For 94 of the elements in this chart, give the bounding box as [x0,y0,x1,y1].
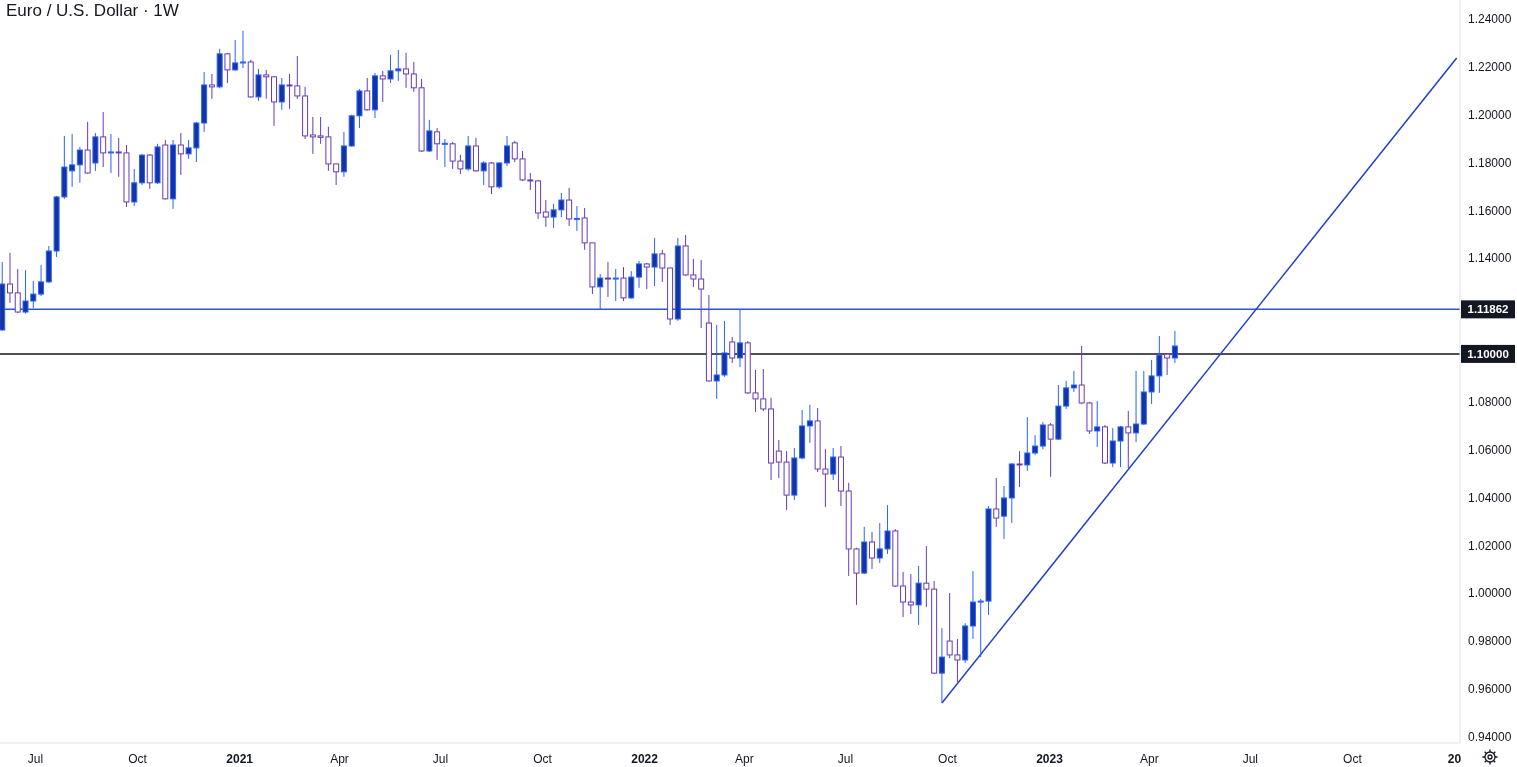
candlestick [224,52,231,84]
candlestick [566,187,573,227]
candlestick [729,336,736,364]
y-tick-label: 0.98000 [1468,634,1512,649]
candlestick [1039,421,1046,450]
candlestick [542,199,549,228]
candlestick [403,52,410,89]
candlestick [993,477,1000,528]
x-tick-label: Apr [1140,752,1159,766]
candlestick [69,133,76,188]
candlestick [604,261,611,298]
y-tick-label: 1.08000 [1468,395,1512,410]
candlestick [239,30,246,69]
candlestick [1133,370,1140,443]
x-tick-label: Oct [938,752,958,766]
candlestick [915,565,922,626]
candlestick [659,249,666,283]
x-tick-label: 2022 [631,752,659,766]
candlestick [1016,450,1023,488]
candlestick [969,570,976,640]
y-tick-label: 1.02000 [1468,538,1512,553]
x-tick-label: Jul [27,752,44,766]
candlestick [1094,400,1101,448]
candlestick [496,161,503,190]
candlestick [379,70,386,103]
candlestick [643,262,650,290]
candlestick [938,627,945,704]
candlestick [1047,422,1054,478]
candlestick [597,273,604,310]
y-tick-label: 1.18000 [1468,155,1512,170]
candlestick [504,135,511,167]
candlestick [426,119,433,153]
candlestick [14,268,21,314]
candlestick [736,308,743,368]
candlestick [900,571,907,618]
x-tick-label: Jul [432,752,449,766]
candlestick [38,264,45,297]
y-tick-label: 1.14000 [1468,251,1512,266]
candlestick [1001,485,1008,540]
candlestick [131,168,138,207]
x-tick-label: 2023 [1036,752,1064,766]
x-tick-label: Apr [330,752,349,766]
candlestick [263,69,270,100]
x-tick-label: Jul [837,752,854,766]
candlestick [107,133,114,174]
y-tick-label: 0.94000 [1468,730,1512,745]
y-tick-label: 1.22000 [1468,60,1512,75]
x-tick-label: Oct [533,752,553,766]
y-tick-label: 1.04000 [1468,490,1512,505]
candlestick [84,121,91,175]
candlestick [907,573,914,615]
candlestick [255,68,262,102]
candlestick [177,132,184,176]
candlestick [364,77,371,112]
candlestick [620,266,627,302]
y-tick-label: 1.20000 [1468,107,1512,122]
x-tick-label: 20 [1447,752,1462,766]
candlestick [434,127,441,161]
y-tick-label: 1.24000 [1468,12,1512,27]
ref-line-label: 1.10000 [1467,347,1509,360]
candlestick [1125,410,1132,469]
candlestick [628,270,635,300]
candlestick [1032,434,1039,456]
x-tick-label: Oct [1343,752,1363,766]
y-tick-label: 1.16000 [1468,203,1512,218]
candlestick [100,111,107,168]
candlestick [1171,330,1178,364]
chart-title: Euro / U.S. Dollar · 1W [6,1,179,21]
candlestick [1070,370,1077,393]
candlestick [208,73,215,100]
candlestick [465,135,472,172]
candlestick [651,237,658,287]
y-tick-label: 1.00000 [1468,586,1512,601]
candlestick [76,146,83,184]
candlestick [1024,416,1031,472]
x-tick-label: 2021 [226,752,254,766]
candlestick [441,138,448,168]
candlestick [488,161,495,195]
candlestick [830,447,837,481]
x-tick-label: Jul [1242,752,1258,766]
candlestick [480,160,487,186]
ref-line-label: 1.11862 [1467,303,1509,316]
x-tick-label: Apr [735,752,754,766]
y-tick-label: 0.96000 [1468,682,1512,697]
candlestick [806,404,813,444]
candlestick [636,260,643,289]
candlestick [869,531,876,570]
candlestick [612,268,619,302]
candlestick [232,39,239,72]
candlestick [6,252,13,304]
y-tick-label: 1.06000 [1468,442,1512,457]
candlestick [573,205,580,232]
candlestick [278,77,285,111]
x-tick-label: Oct [128,752,148,766]
